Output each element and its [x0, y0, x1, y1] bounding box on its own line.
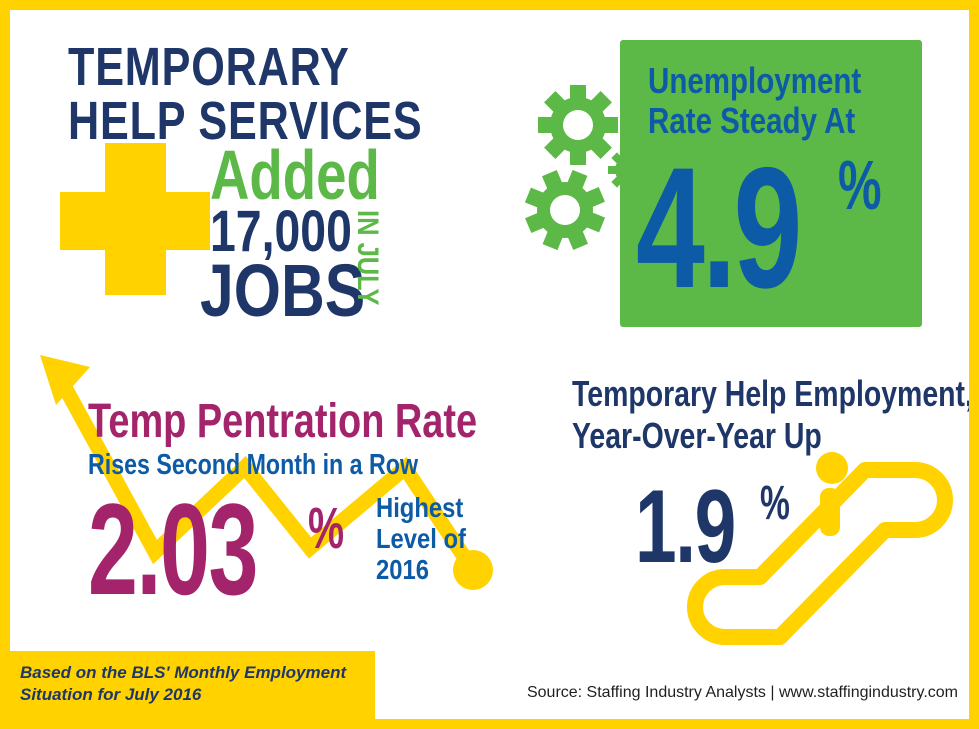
unemployment-panel — [620, 40, 922, 327]
penetration-note: Highest Level of 2016 — [376, 492, 466, 585]
temp-help-added: Added — [210, 136, 380, 214]
unemployment-value: 4.9 — [636, 132, 802, 324]
yoy-value: 1.9 — [635, 469, 736, 585]
temp-help-title-line1: TEMPORARY — [68, 37, 350, 97]
penetration-title: Temp Pentration Rate — [88, 395, 478, 448]
basis-note-line2: Situation for July 2016 — [20, 685, 202, 704]
unemployment-percent-sign: % — [838, 146, 882, 224]
basis-note-line1: Based on the BLS' Monthly Employment — [20, 663, 347, 682]
infographic-card: TEMPORARY HELP SERVICES Added 17,000 JOB… — [10, 10, 969, 719]
temp-help-number: 17,000 — [210, 199, 352, 264]
temp-help-title-line2: HELP SERVICES — [68, 91, 423, 151]
penetration-subtitle: Rises Second Month in a Row — [88, 449, 418, 481]
trend-arrow-icon — [40, 355, 493, 590]
basis-note-box — [10, 651, 375, 719]
yoy-percent-sign: % — [760, 477, 790, 530]
source-credit: Source: Staffing Industry Analysts | www… — [526, 684, 958, 701]
unemployment-title-line2: Rate Steady At — [648, 100, 856, 141]
basis-note: Based on the BLS' Monthly Employment Sit… — [20, 662, 370, 706]
unemployment-title-line1: Unemployment — [648, 60, 862, 101]
penetration-note-line1: Highest — [376, 492, 464, 523]
penetration-note-line3: 2016 — [376, 554, 429, 585]
penetration-note-line2: Level of — [376, 523, 466, 554]
penetration-percent-sign: % — [308, 496, 345, 561]
yoy-title-line2: Year-Over-Year Up — [572, 415, 822, 456]
yoy-title-line1: Temporary Help Employment, — [572, 373, 969, 414]
penetration-value: 2.03 — [88, 476, 258, 622]
temp-help-jobs: JOBS — [200, 249, 366, 332]
plus-icon-horizontal — [60, 192, 210, 250]
escalator-person-icon — [687, 452, 953, 645]
